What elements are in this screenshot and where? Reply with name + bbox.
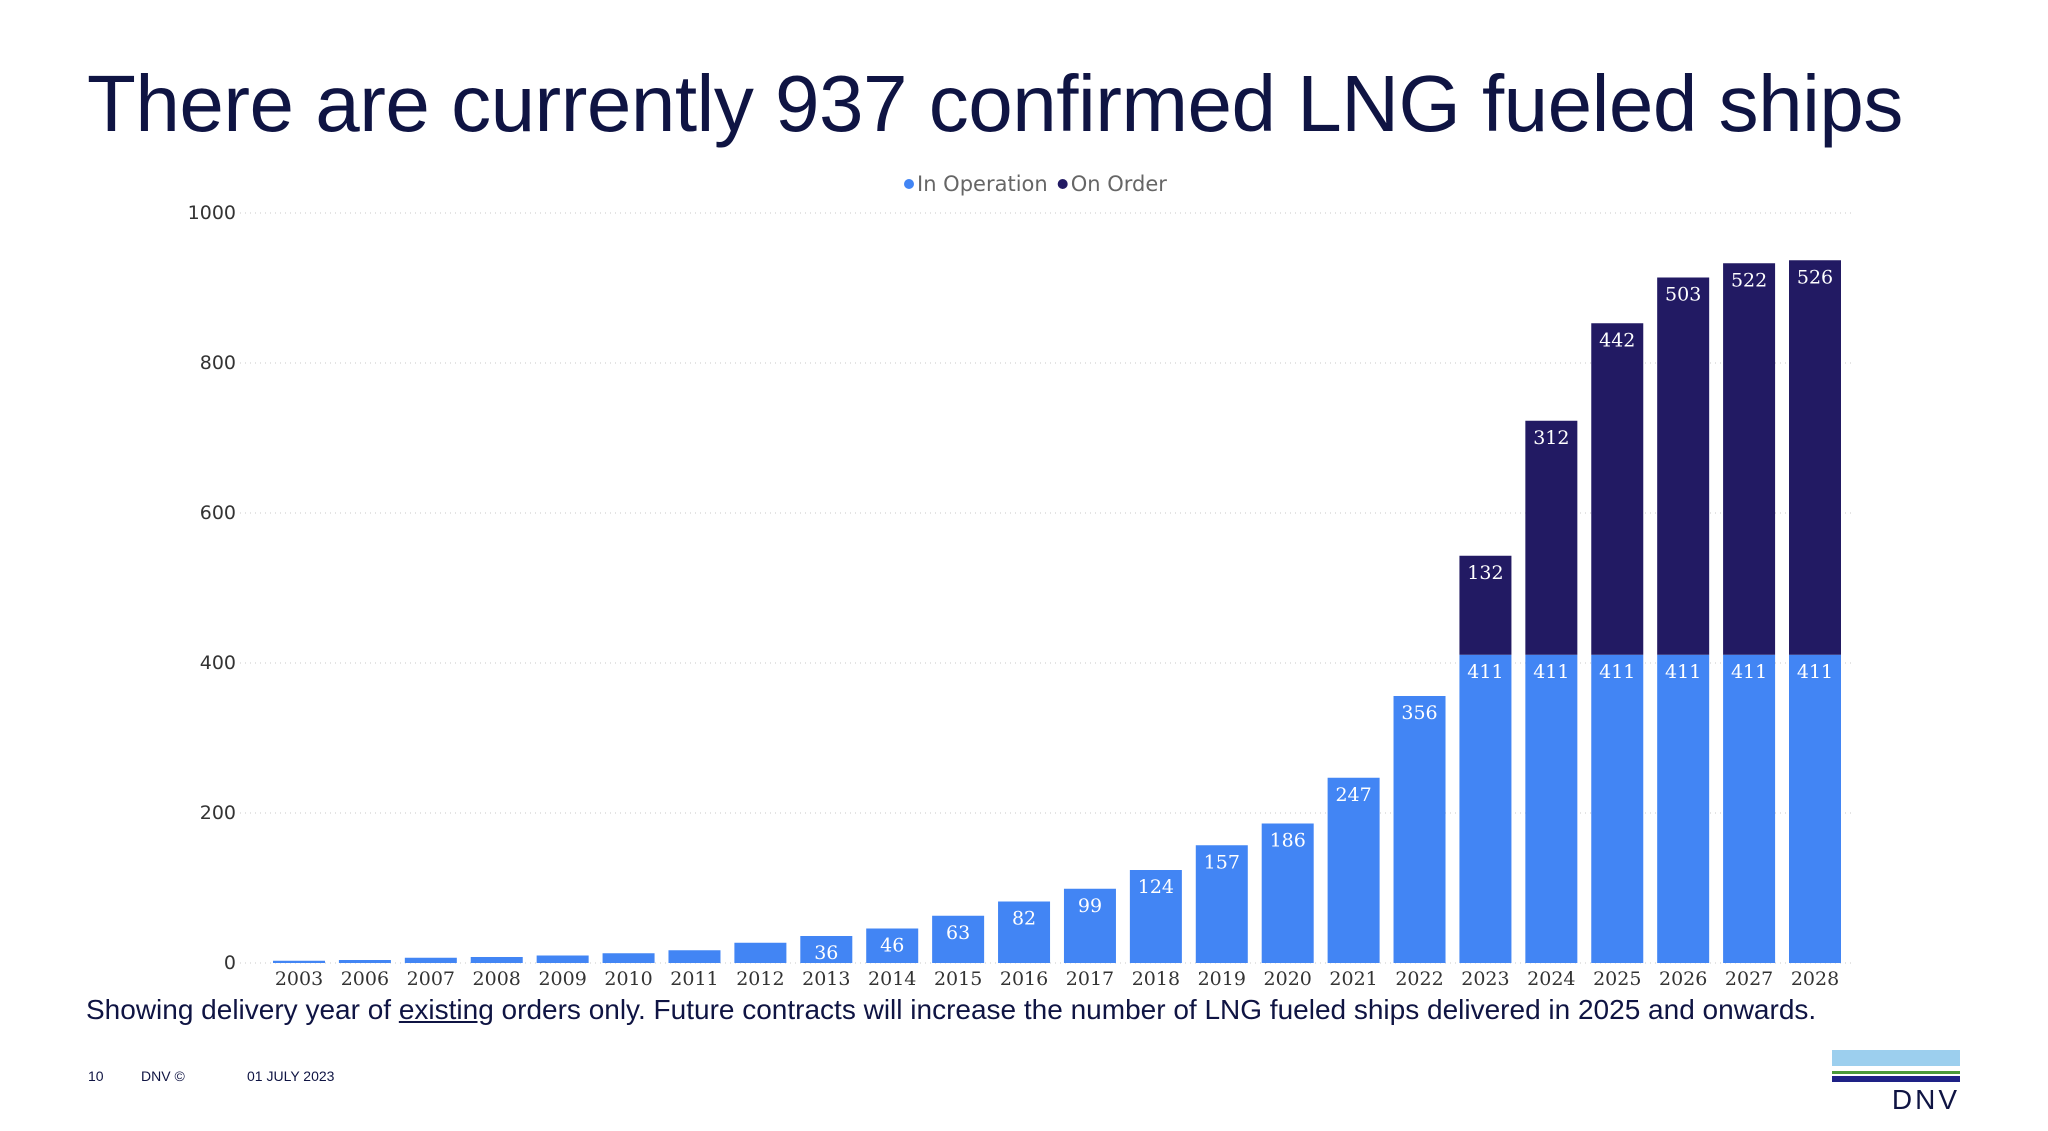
bar-in-operation [932, 915, 985, 963]
bar-on-order [1723, 263, 1776, 655]
x-tick-label: 2013 [802, 968, 850, 990]
bar-in-operation [1195, 845, 1248, 963]
x-tick-label: 2017 [1066, 968, 1114, 990]
data-label: 247 [1335, 784, 1371, 806]
slide-title: There are currently 937 confirmed LNG fu… [87, 59, 1903, 148]
x-tick-label: 2010 [604, 968, 652, 990]
logo-stripe-light [1832, 1050, 1960, 1066]
bar-in-operation [1723, 654, 1776, 963]
data-label: 411 [1731, 661, 1767, 683]
lng-ships-chart: 0 200 400 600 800 1000 2003 2006 2007 2008 2009 201… [188, 172, 1855, 990]
data-label: 411 [1533, 661, 1569, 683]
footer-date: 01 JULY 2023 [247, 1068, 335, 1084]
x-tick-label: 2019 [1198, 968, 1246, 990]
x-tick-label: 2021 [1329, 968, 1377, 990]
bar-on-order [1789, 260, 1841, 655]
y-tick-label: 200 [200, 802, 236, 824]
data-label: 411 [1467, 661, 1503, 683]
x-tick-label: 2024 [1527, 968, 1575, 990]
logo-stripe-navy [1832, 1076, 1960, 1082]
data-label: 99 [1078, 895, 1102, 917]
x-tick-label: 2007 [407, 968, 455, 990]
x-tick-label: 2015 [934, 968, 982, 990]
x-tick-label: 2016 [1000, 968, 1048, 990]
x-tick-label: 2003 [275, 968, 323, 990]
logo-text: DNV [1891, 1084, 1960, 1115]
data-label: 526 [1797, 266, 1833, 288]
x-tick-label: 2011 [670, 968, 718, 990]
bar-in-operation [273, 960, 325, 963]
x-tick-label: 2008 [473, 968, 521, 990]
y-tick-label: 400 [200, 652, 236, 674]
data-label: 63 [946, 922, 970, 944]
copyright: DNV © [141, 1068, 185, 1084]
data-label: 503 [1665, 284, 1701, 306]
data-label: 132 [1467, 562, 1503, 584]
y-tick-label: 800 [200, 352, 236, 374]
bar-on-order [1591, 323, 1644, 655]
x-tick-label: 2014 [868, 968, 916, 990]
data-label: 186 [1270, 830, 1306, 852]
bar-in-operation [1789, 654, 1841, 963]
data-label: 157 [1204, 851, 1240, 873]
bar-in-operation [536, 955, 589, 963]
data-label: 411 [1797, 661, 1833, 683]
bar-in-operation [404, 957, 457, 963]
bar-on-order [1459, 555, 1512, 655]
bar-in-operation [602, 953, 655, 963]
x-tick-label: 2026 [1659, 968, 1707, 990]
data-label: 46 [880, 935, 904, 957]
x-tick-label: 2006 [341, 968, 389, 990]
data-label: 124 [1138, 876, 1174, 898]
bar-in-operation [734, 942, 787, 963]
x-tick-label: 2027 [1725, 968, 1773, 990]
page-number: 10 [88, 1068, 104, 1084]
legend-label: On Order [1071, 172, 1168, 196]
bar-in-operation [866, 928, 919, 963]
data-label: 82 [1012, 908, 1036, 930]
legend-marker [904, 179, 914, 189]
bar-in-operation [1261, 823, 1314, 963]
footnote: Showing delivery year of existing orders… [86, 994, 1816, 1026]
bar-in-operation [1327, 777, 1380, 963]
bar-in-operation [800, 936, 853, 963]
logo-stripe-green [1832, 1071, 1960, 1074]
bar-on-order [1657, 277, 1710, 655]
bar-in-operation [338, 960, 391, 963]
y-tick-label: 1000 [188, 202, 236, 224]
data-label: 411 [1665, 661, 1701, 683]
data-label: 356 [1401, 702, 1437, 724]
bar-in-operation [1657, 654, 1710, 963]
bar-in-operation [1129, 870, 1182, 963]
footnote-emphasis: existing [398, 994, 494, 1025]
x-tick-label: 2023 [1461, 968, 1509, 990]
legend-marker [1057, 179, 1068, 189]
x-tick-label: 2018 [1132, 968, 1180, 990]
footnote-text-end: orders only. Future contracts will incre… [493, 994, 1817, 1025]
data-label: 36 [814, 942, 838, 964]
data-label: 312 [1533, 427, 1569, 449]
bar-in-operation [1393, 696, 1446, 963]
bar-in-operation [1591, 654, 1644, 963]
x-tick-label: 2012 [736, 968, 784, 990]
data-label: 522 [1731, 269, 1767, 291]
x-tick-label: 2028 [1791, 968, 1839, 990]
bar-in-operation [668, 950, 721, 963]
x-tick-label: 2025 [1593, 968, 1641, 990]
bar-in-operation [1459, 654, 1512, 963]
bar-in-operation [470, 957, 523, 963]
bar-on-order [1525, 420, 1578, 655]
bar-in-operation [1525, 654, 1578, 963]
bar-in-operation [1063, 888, 1116, 963]
data-label: 442 [1599, 329, 1635, 351]
x-tick-label: 2009 [538, 968, 586, 990]
bar-in-operation [998, 901, 1051, 963]
x-tick-label: 2022 [1395, 968, 1443, 990]
data-label: 411 [1599, 661, 1635, 683]
y-tick-label: 0 [224, 952, 236, 974]
legend-label: In Operation [917, 172, 1048, 196]
y-tick-label: 600 [200, 502, 236, 524]
footnote-text: Showing delivery year of [86, 994, 399, 1025]
x-tick-label: 2020 [1264, 968, 1312, 990]
